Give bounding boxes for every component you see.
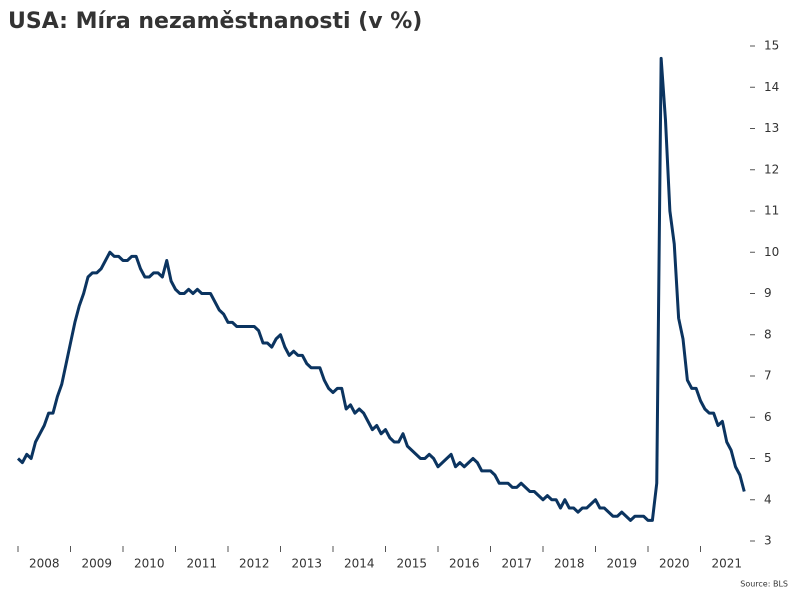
y-tick-label: 8 [764,327,772,341]
y-tick-label: 11 [764,204,779,218]
source-note: Source: BLS [740,580,788,589]
x-tick-label: 2013 [291,557,322,571]
y-tick-label: 4 [764,492,772,506]
y-tick-label: 10 [764,245,779,259]
line-series [16,56,746,522]
y-tick-label: 3 [764,534,772,548]
x-tick-label: 2009 [81,557,112,571]
y-tick-label: 15 [764,39,779,53]
x-tick-label: 2008 [29,557,60,571]
y-tick-label: 7 [764,369,772,383]
chart-title: USA: Míra nezaměstnanosti (v %) [8,9,422,34]
y-tick-label: 13 [764,121,779,135]
y-tick-label: 9 [764,286,772,300]
x-tick-label: 2018 [554,557,585,571]
x-tick-label: 2010 [134,557,165,571]
x-tick-label: 2017 [501,557,532,571]
y-tick-label: 6 [764,410,772,424]
x-tick-label: 2012 [239,557,270,571]
x-tick-label: 2021 [711,557,742,571]
x-tick-label: 2015 [396,557,427,571]
x-tick-label: 2020 [659,557,690,571]
x-tick-label: 2019 [606,557,637,571]
y-tick-label: 12 [764,162,779,176]
y-tick-label: 14 [764,80,779,94]
y-tick-label: 5 [764,451,772,465]
x-tick-label: 2016 [449,557,480,571]
x-tick-label: 2011 [186,557,217,571]
x-tick-label: 2014 [344,557,375,571]
